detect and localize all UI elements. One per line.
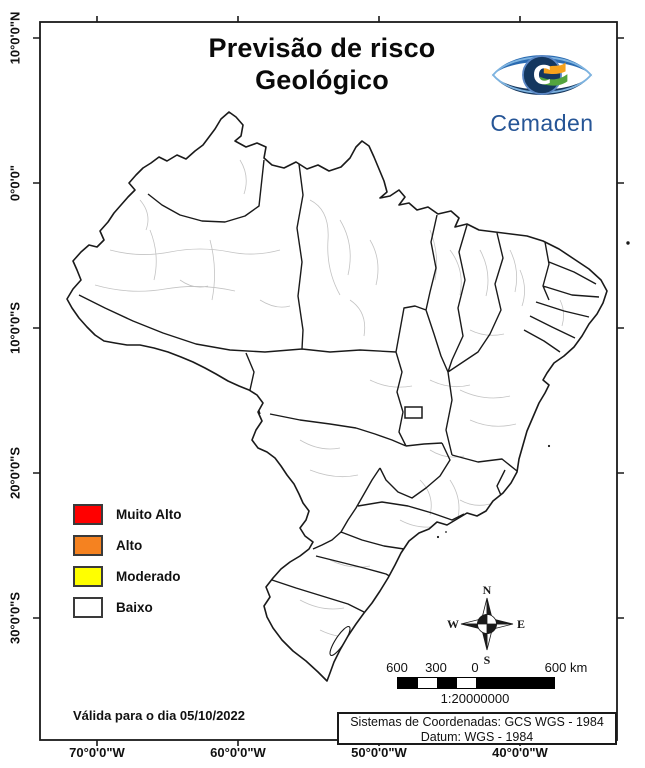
scale-segment — [456, 678, 476, 688]
legend-swatch-alto — [73, 534, 103, 556]
compass-rose: N S W E — [447, 583, 525, 667]
cemaden-eye-icon: C — [491, 55, 593, 95]
legend-item-muito-alto: Muito Alto — [73, 503, 181, 525]
longitude-label-70w: 70°0'0"W — [69, 745, 125, 760]
scale-label-300: 300 — [425, 660, 447, 675]
title-line-1: Previsão de risco — [208, 33, 436, 63]
municipal-borders — [94, 159, 564, 638]
distrito-federal-rectangle — [404, 406, 423, 419]
compass-north-label: N — [483, 583, 492, 597]
legend-swatch-baixo — [73, 596, 103, 618]
latitude-label-0: 0°0'0" — [7, 164, 23, 202]
projection-line-1: Sistemas de Coordenadas: GCS WGS - 1984 — [350, 715, 604, 729]
legend-label: Moderado — [116, 568, 181, 584]
latitude-label-10s: 10°0'0"S — [7, 301, 23, 355]
scale-segment — [417, 678, 437, 688]
longitude-label-50w: 50°0'0"W — [351, 745, 407, 760]
latitude-label-30s: 30°0'0"S — [7, 591, 23, 645]
logo-wordmark: Cemaden — [490, 110, 594, 136]
legend-item-alto: Alto — [73, 534, 181, 556]
scale-label-0: 0 — [471, 660, 479, 675]
legend-item-baixo: Baixo — [73, 596, 181, 618]
scale-segment — [398, 678, 418, 688]
brazil-outline — [66, 111, 608, 682]
logo-monogram: C — [533, 60, 552, 90]
compass-west-label: W — [447, 617, 459, 631]
scale-label-600-left: 600 — [386, 660, 408, 675]
map-frame — [39, 21, 618, 741]
compass-south-label: S — [484, 653, 491, 667]
scale-segment — [437, 678, 457, 688]
legend-swatch-muito-alto — [73, 503, 103, 525]
compass-east-label: E — [517, 617, 525, 631]
scale-ratio: 1:20000000 — [440, 691, 510, 706]
scale-segment — [476, 678, 554, 688]
legend-item-moderado: Moderado — [73, 565, 181, 587]
legend-label: Baixo — [116, 599, 153, 615]
brazil-country-fill — [67, 112, 607, 681]
legend-label: Muito Alto — [116, 506, 182, 522]
longitude-label-40w: 40°0'0"W — [492, 745, 548, 760]
legend-label: Alto — [116, 537, 143, 553]
legend-swatch-moderado — [73, 565, 103, 587]
validity-date: Válida para o dia 05/10/2022 — [73, 708, 245, 723]
scale-bar — [397, 677, 555, 689]
latitude-label-20s: 20°0'0"S — [7, 446, 23, 500]
projection-info-box: Sistemas de Coordenadas: GCS WGS - 1984 … — [337, 712, 617, 745]
projection-line-2: Datum: WGS - 1984 — [420, 729, 534, 744]
longitude-label-60w: 60°0'0"W — [210, 745, 266, 760]
title-line-2: Geológico — [255, 64, 389, 95]
cemaden-logo: C Cemaden — [482, 46, 602, 137]
risk-legend: Muito Alto Alto Moderado Baixo — [73, 503, 181, 627]
scale-label-600-right: 600 km — [544, 660, 588, 675]
islands — [436, 241, 630, 539]
page-title: Previsão de risco Geológico — [208, 33, 435, 96]
latitude-label-10n: 10°0'0"N — [7, 11, 23, 65]
